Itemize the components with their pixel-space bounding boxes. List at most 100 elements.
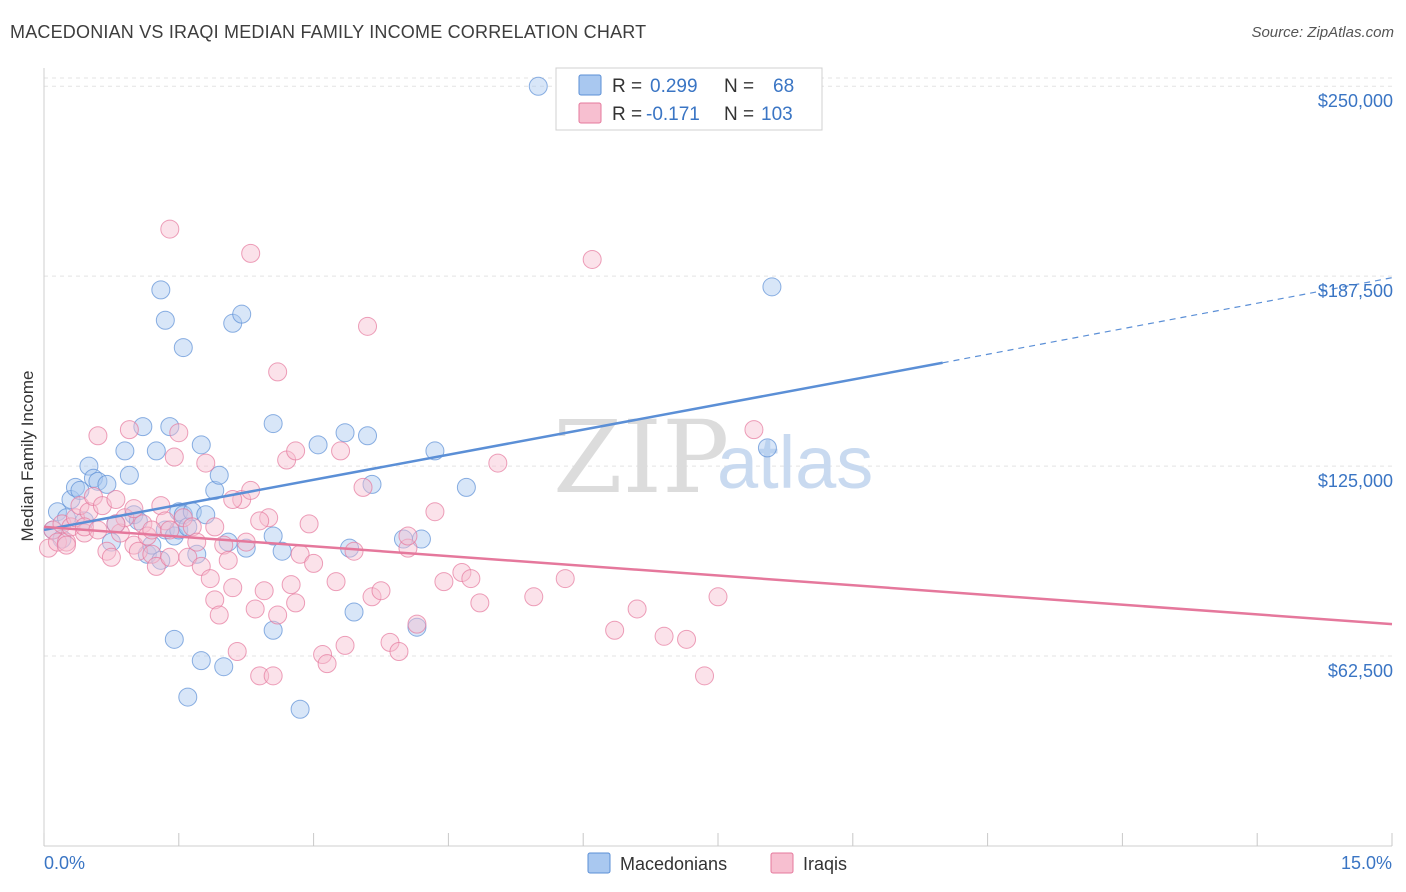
watermark-zip: ZIP bbox=[553, 399, 729, 516]
legend-n-label-0: N = bbox=[724, 76, 754, 97]
scatter-point-macedonians bbox=[528, 76, 548, 96]
scatter-point-iraqis bbox=[317, 654, 337, 674]
scatter-point-iraqis bbox=[160, 547, 180, 567]
scatter-point-macedonians bbox=[358, 426, 378, 446]
scatter-point-iraqis bbox=[344, 541, 364, 561]
scatter-point-iraqis bbox=[200, 569, 220, 589]
scatter-point-iraqis bbox=[88, 426, 108, 446]
scatter-point-iraqis bbox=[281, 575, 301, 595]
scatter-point-iraqis bbox=[268, 362, 288, 382]
x-tick-label-min: 0.0% bbox=[44, 853, 85, 873]
scatter-point-iraqis bbox=[407, 614, 427, 634]
scatter-point-iraqis bbox=[313, 645, 333, 665]
scatter-point-iraqis bbox=[461, 569, 481, 589]
scatter-point-macedonians bbox=[263, 620, 283, 640]
y-tick-label: $125,000 bbox=[1318, 471, 1393, 491]
scatter-point-iraqis bbox=[582, 249, 602, 269]
scatter-point-iraqis bbox=[187, 532, 207, 552]
scatter-point-iraqis bbox=[371, 581, 391, 601]
legend-swatch-iraqis bbox=[578, 102, 602, 124]
watermark: ZIP atlas bbox=[553, 399, 873, 516]
scatter-point-macedonians bbox=[456, 477, 476, 497]
scatter-point-macedonians bbox=[191, 651, 211, 671]
legend-bottom: Macedonians Iraqis bbox=[587, 852, 847, 874]
scatter-point-iraqis bbox=[695, 666, 715, 686]
scatter-point-macedonians bbox=[164, 629, 184, 649]
scatter-point-macedonians bbox=[173, 338, 193, 358]
trend-line-macedonians bbox=[43, 361, 943, 532]
scatter-point-macedonians bbox=[214, 657, 234, 677]
scatter-point-iraqis bbox=[268, 605, 288, 625]
scatter-point-macedonians bbox=[762, 277, 782, 297]
scatter-point-macedonians bbox=[155, 310, 175, 330]
scatter-point-macedonians bbox=[209, 465, 229, 485]
scatter-point-iraqis bbox=[488, 453, 508, 473]
scatter-point-iraqis bbox=[326, 572, 346, 592]
y-axis-label: Median Family Income bbox=[18, 370, 37, 541]
scatter-point-iraqis bbox=[286, 593, 306, 613]
scatter-point-iraqis bbox=[196, 453, 216, 473]
legend-r-value-1: -0.171 bbox=[646, 104, 700, 125]
scatter-point-macedonians bbox=[335, 423, 355, 443]
scatter-point-iraqis bbox=[250, 511, 270, 531]
scatter-point-macedonians bbox=[290, 699, 310, 719]
scatter-point-iraqis bbox=[555, 569, 575, 589]
scatter-point-iraqis bbox=[627, 599, 647, 619]
scatter-point-macedonians bbox=[232, 304, 252, 324]
scatter-point-iraqis bbox=[182, 517, 202, 537]
scatter-point-iraqis bbox=[169, 423, 189, 443]
scatter-point-macedonians bbox=[146, 441, 166, 461]
scatter-point-iraqis bbox=[56, 535, 76, 555]
scatter-point-iraqis bbox=[164, 447, 184, 467]
scatter-point-iraqis bbox=[331, 441, 351, 461]
scatter-point-macedonians bbox=[263, 526, 283, 546]
scatter-point-iraqis bbox=[677, 629, 697, 649]
chart-title: MACEDONIAN VS IRAQI MEDIAN FAMILY INCOME… bbox=[10, 22, 647, 42]
scatter-point-iraqis bbox=[223, 578, 243, 598]
legend-bottom-swatch-iraqis bbox=[770, 852, 794, 874]
scatter-point-iraqis bbox=[205, 590, 225, 610]
scatter-point-iraqis bbox=[160, 219, 180, 239]
scatter-point-iraqis bbox=[470, 593, 490, 613]
legend-r-label-0: R = bbox=[612, 76, 642, 97]
scatter-point-iraqis bbox=[119, 420, 139, 440]
x-tick-label-max: 15.0% bbox=[1341, 853, 1392, 873]
scatter-point-iraqis bbox=[434, 572, 454, 592]
scatter-point-macedonians bbox=[263, 414, 283, 434]
scatter-point-macedonians bbox=[236, 538, 256, 558]
scatter-point-iraqis bbox=[106, 490, 126, 510]
y-tick-label: $187,500 bbox=[1318, 281, 1393, 301]
legend-n-value-1: 103 bbox=[761, 104, 793, 125]
data-points bbox=[38, 76, 782, 719]
legend-n-label-1: N = bbox=[724, 104, 754, 125]
scatter-point-iraqis bbox=[146, 556, 166, 576]
scatter-point-iraqis bbox=[250, 666, 270, 686]
scatter-point-iraqis bbox=[245, 599, 265, 619]
scatter-point-macedonians bbox=[308, 435, 328, 455]
scatter-point-iraqis bbox=[227, 642, 247, 661]
legend-n-value-0: 68 bbox=[773, 76, 794, 97]
scatter-point-iraqis bbox=[425, 502, 445, 522]
scatter-point-macedonians bbox=[97, 474, 117, 494]
scatter-point-iraqis bbox=[335, 635, 355, 655]
scatter-point-iraqis bbox=[263, 666, 283, 686]
scatter-point-iraqis bbox=[654, 626, 674, 646]
scatter-point-iraqis bbox=[304, 553, 324, 573]
scatter-point-iraqis bbox=[101, 547, 121, 567]
scatter-point-macedonians bbox=[119, 465, 139, 485]
gridlines bbox=[44, 77, 1392, 657]
scatter-point-iraqis bbox=[241, 243, 261, 263]
legend-r-value-0: 0.299 bbox=[650, 76, 698, 97]
watermark-atlas: atlas bbox=[717, 421, 873, 504]
scatter-point-macedonians bbox=[79, 456, 99, 476]
trend-line-iraqis bbox=[43, 525, 1393, 626]
scatter-point-iraqis bbox=[254, 581, 274, 601]
legend-bottom-swatch-macedonians bbox=[587, 852, 611, 874]
legend-bottom-label-iraqis: Iraqis bbox=[803, 854, 847, 874]
scatter-point-iraqis bbox=[286, 441, 306, 461]
scatter-point-iraqis bbox=[209, 605, 229, 625]
scatter-point-macedonians bbox=[115, 441, 135, 461]
scatter-point-iraqis bbox=[218, 550, 238, 570]
scatter-point-iraqis bbox=[708, 587, 728, 607]
